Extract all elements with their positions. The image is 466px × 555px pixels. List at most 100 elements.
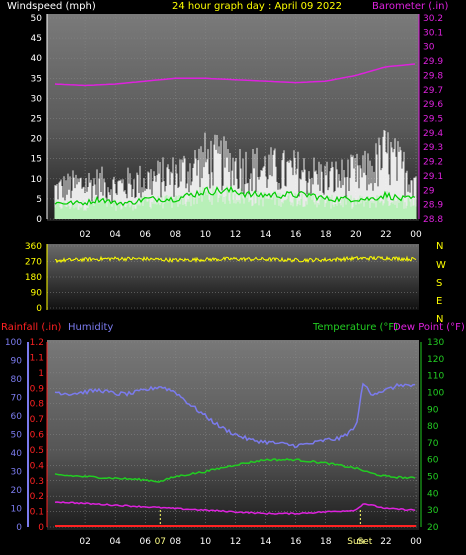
- wind-y-tick: 40: [31, 54, 43, 64]
- lower-x-tick: 12: [230, 537, 241, 547]
- wind-y-tick: 50: [31, 14, 43, 24]
- lower-x-tick: 10: [200, 537, 212, 547]
- lower-x-tick: 18: [320, 537, 332, 547]
- temp-y-tick: 30: [427, 506, 439, 516]
- compass-s: S: [436, 278, 442, 289]
- humidity-y-tick: 40: [11, 449, 23, 459]
- temp-y-tick: 40: [427, 489, 439, 499]
- baro-y-tick: 29.4: [423, 129, 443, 139]
- lower-x-tick: Set: [357, 537, 372, 547]
- barometer-label: Barometer (.in): [372, 1, 448, 12]
- rain-y-tick: 0.8: [30, 400, 45, 410]
- humidity-y-tick: 60: [11, 412, 23, 422]
- wind-label: Windspeed (mph): [7, 1, 96, 12]
- dir-y-tick: 90: [31, 289, 43, 299]
- wind-x-tick: 06: [140, 230, 152, 240]
- wind-x-tick: 20: [350, 230, 362, 240]
- baro-y-tick: 29: [423, 186, 435, 196]
- baro-y-tick: 29.8: [423, 71, 443, 81]
- rain-y-tick: 0.1: [30, 508, 44, 518]
- wind-y-tick: 0: [36, 215, 42, 225]
- baro-y-tick: 30: [423, 43, 435, 53]
- barometer-line: [54, 63, 416, 87]
- lower-x-tick: 14: [260, 537, 272, 547]
- wind-x-tick: 12: [230, 230, 241, 240]
- humidity-y-tick: 100: [5, 338, 22, 348]
- dewpoint-line: [54, 501, 416, 516]
- humidity-y-tick: 0: [16, 523, 22, 533]
- rain-y-tick: 1.2: [30, 338, 44, 348]
- wind-y-tick: 35: [31, 74, 42, 84]
- baro-y-tick: 30.1: [423, 28, 443, 38]
- humidity-y-tick: 80: [11, 375, 23, 385]
- wind-x-tick: 08: [170, 230, 182, 240]
- baro-y-tick: 30.2: [423, 14, 443, 24]
- temp-y-tick: 80: [427, 422, 439, 432]
- wind-x-tick: 14: [260, 230, 272, 240]
- rain-y-tick: 0.3: [30, 477, 44, 487]
- humidity-y-tick: 90: [11, 357, 23, 367]
- lower-x-tick: 16: [290, 537, 302, 547]
- humidity-label: Humidity: [68, 322, 113, 333]
- wind-y-tick: 25: [31, 115, 42, 125]
- temp-y-tick: 50: [427, 473, 439, 483]
- lower-x-tick: 00: [410, 537, 422, 547]
- wind-average-line: [54, 185, 416, 207]
- compass-w: W: [436, 260, 446, 271]
- temperature-line: [54, 458, 416, 483]
- lower-x-tick: 02: [79, 537, 90, 547]
- baro-y-tick: 29.2: [423, 158, 443, 168]
- tick-labels: 0510152025303540455028.828.92929.129.229…: [5, 14, 445, 547]
- rain-y-tick: 0.5: [30, 446, 44, 456]
- wind-y-tick: 20: [31, 135, 43, 145]
- humidity-y-tick: 70: [11, 394, 23, 404]
- baro-y-tick: 29.6: [423, 100, 443, 110]
- temp-y-tick: 20: [427, 523, 439, 533]
- lower-x-tick: Sun: [347, 537, 364, 547]
- rain-y-tick: 1: [38, 369, 44, 379]
- baro-y-tick: 28.8: [423, 215, 443, 225]
- baro-y-tick: 29.7: [423, 86, 443, 96]
- temp-y-tick: 110: [427, 372, 444, 382]
- temp-y-tick: 60: [427, 456, 439, 466]
- humidity-y-tick: 20: [11, 486, 23, 496]
- temp-y-tick: 120: [427, 355, 444, 365]
- compass-n-bottom: N: [436, 314, 443, 325]
- humidity-y-tick: 50: [11, 431, 23, 441]
- rainfall-label: Rainfall (.in): [1, 322, 62, 333]
- lower-x-tick: 07: [155, 537, 166, 547]
- wind-x-tick: 04: [109, 230, 121, 240]
- rain-y-tick: 0.7: [30, 415, 44, 425]
- compass-e: E: [436, 296, 442, 307]
- wind-y-tick: 15: [31, 155, 42, 165]
- humidity-y-tick: 30: [11, 468, 23, 478]
- baro-y-tick: 29.3: [423, 143, 443, 153]
- lower-x-tick: 06: [140, 537, 152, 547]
- wind-x-tick: 22: [380, 230, 391, 240]
- wind-y-tick: 45: [31, 34, 42, 44]
- temp-y-tick: 70: [427, 439, 439, 449]
- dir-y-tick: 0: [36, 304, 42, 314]
- dir-y-tick: 360: [25, 242, 42, 252]
- wind-x-tick: 16: [290, 230, 302, 240]
- lower-x-tick: 04: [109, 537, 121, 547]
- lower-x-tick: 08: [170, 537, 182, 547]
- baro-y-tick: 29.9: [423, 57, 443, 67]
- dir-y-tick: 180: [25, 273, 42, 283]
- humidity-y-tick: 10: [11, 505, 23, 515]
- rain-y-tick: 0.6: [30, 431, 45, 441]
- lower-x-tick: 22: [380, 537, 391, 547]
- wind-y-tick: 30: [31, 94, 43, 104]
- temp-y-tick: 90: [427, 405, 439, 415]
- rain-y-tick: 0.9: [30, 384, 45, 394]
- temp-y-tick: 130: [427, 338, 444, 348]
- baro-y-tick: 28.9: [423, 201, 443, 211]
- wind-x-tick: 02: [79, 230, 90, 240]
- dir-y-tick: 270: [25, 258, 42, 268]
- temperature-label: Temperature (°F): [312, 322, 398, 333]
- dewpoint-label: Dew Point (°F): [393, 322, 465, 333]
- rain-y-tick: 0: [38, 523, 44, 533]
- wind-y-tick: 5: [36, 195, 42, 205]
- direction-line: [54, 255, 417, 264]
